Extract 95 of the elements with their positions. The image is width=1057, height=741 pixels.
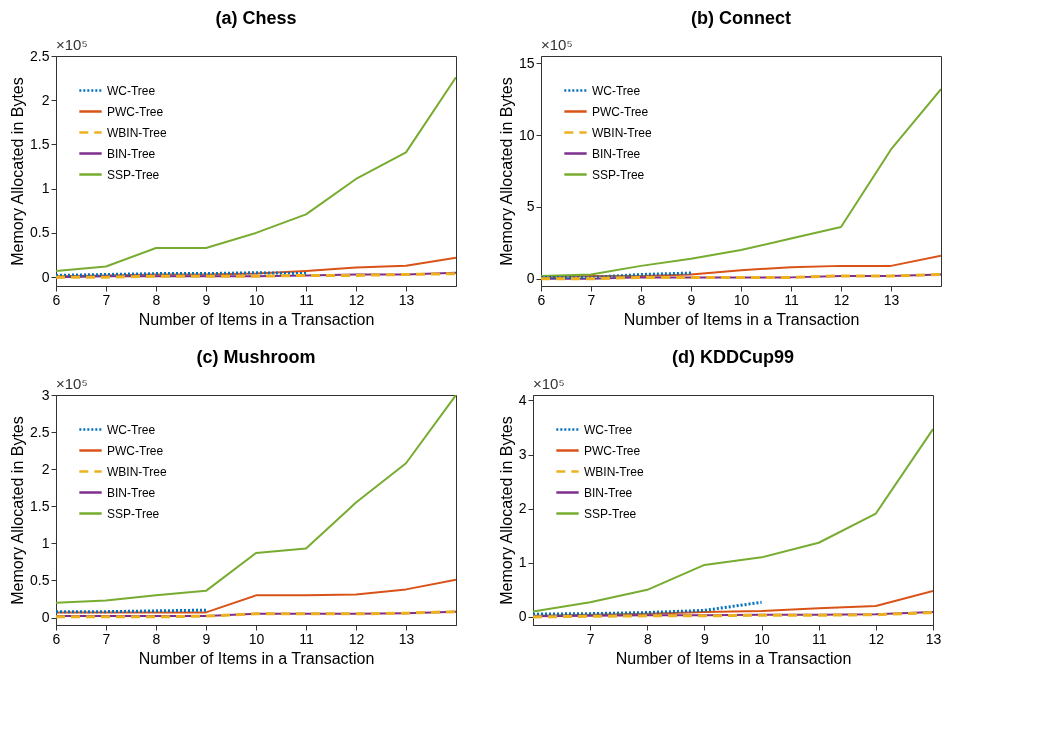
x-tick-label: 8 — [152, 291, 161, 308]
y-tick-label: 1 — [41, 534, 50, 551]
y-tick-label: 1 — [518, 554, 527, 571]
y-tick-label: 2.5 — [30, 47, 50, 64]
x-axis-title: Number of Items in a Transaction — [615, 649, 852, 667]
x-tick-label: 10 — [754, 630, 771, 647]
chart-title: (c) Mushroom — [196, 347, 316, 367]
y-tick-label: 1.5 — [30, 497, 50, 514]
y-tick-label: 1 — [41, 180, 50, 197]
y-tick-label: 15 — [518, 54, 535, 71]
text: ×10⁵ — [56, 36, 88, 53]
x-tick-label: 12 — [868, 630, 885, 647]
chart-title: (b) Connect — [691, 8, 791, 28]
text: ×10⁵ — [541, 36, 573, 53]
y-tick-label: 0.5 — [30, 571, 50, 588]
y-tick-label: 0 — [41, 609, 50, 626]
legend-label: WBIN-Tree — [584, 464, 644, 479]
y-tick-label: 2 — [41, 460, 50, 477]
x-tick-label: 9 — [202, 291, 211, 308]
y-axis-title: Memory Allocated in Bytes — [497, 416, 515, 605]
legend-label: BIN-Tree — [107, 146, 156, 161]
y-tick-label: 0 — [518, 608, 527, 625]
y-axis-title: Memory Allocated in Bytes — [9, 416, 27, 605]
legend-label: WBIN-Tree — [592, 125, 652, 140]
x-tick-label: 9 — [202, 630, 211, 647]
line-series — [56, 256, 456, 278]
y-tick-label: 0.5 — [30, 224, 50, 241]
legend-label: WC-Tree — [592, 83, 641, 98]
legend-label: BIN-Tree — [107, 485, 156, 500]
legend-label: PWC-Tree — [107, 104, 164, 119]
x-tick-label: 7 — [586, 630, 595, 647]
x-tick-label: 6 — [537, 291, 546, 308]
y-tick-label: 3 — [41, 386, 50, 403]
legend-label: WBIN-Tree — [107, 125, 167, 140]
y-tick-label: 2.5 — [30, 423, 50, 440]
x-tick-label: 10 — [248, 291, 265, 308]
y-tick-label: 5 — [526, 198, 535, 215]
y-tick-label: 10 — [518, 126, 535, 143]
x-axis-title: Number of Items in a Transaction — [623, 310, 860, 328]
x-tick-label: 7 — [587, 291, 596, 308]
x-tick-label: 13 — [883, 291, 900, 308]
x-tick-label: 11 — [811, 630, 827, 647]
line-series — [541, 88, 941, 277]
y-tick-label: 0 — [41, 268, 50, 285]
y-tick-label: 1.5 — [30, 135, 50, 152]
chart-title: (d) KDDCup99 — [672, 347, 794, 367]
x-tick-label: 8 — [637, 291, 646, 308]
y-axis-title: Memory Allocated in Bytes — [497, 77, 515, 266]
x-tick-label: 12 — [833, 291, 850, 308]
x-tick-label: 6 — [52, 291, 61, 308]
legend-label: PWC-Tree — [592, 104, 649, 119]
y-axis-title: Memory Allocated in Bytes — [9, 77, 27, 266]
line-series — [533, 600, 764, 616]
y-tick-label: 4 — [518, 391, 527, 408]
legend-label: BIN-Tree — [584, 485, 633, 500]
text: ×10⁵ — [56, 375, 88, 392]
x-tick-label: 7 — [102, 630, 111, 647]
legend-label: WC-Tree — [107, 422, 156, 437]
legend-label: SSP-Tree — [592, 167, 645, 182]
x-tick-label: 8 — [643, 630, 652, 647]
x-tick-label: 6 — [52, 630, 61, 647]
chart-title: (a) Chess — [215, 8, 297, 28]
legend-label: BIN-Tree — [592, 146, 641, 161]
y-tick-label: 2 — [518, 500, 527, 517]
y-tick-label: 0 — [526, 270, 535, 287]
y-tick-label: 3 — [518, 446, 527, 463]
y-tick-label: 2 — [41, 91, 50, 108]
x-tick-label: 12 — [348, 291, 365, 308]
line-series — [56, 76, 456, 272]
legend-label: WC-Tree — [107, 83, 156, 98]
x-axis-title: Number of Items in a Transaction — [138, 310, 375, 328]
x-axis-title: Number of Items in a Transaction — [138, 649, 375, 667]
legend-label: SSP-Tree — [584, 506, 637, 521]
x-tick-label: 11 — [299, 630, 314, 647]
x-tick-label: 13 — [398, 291, 415, 308]
x-tick-label: 10 — [248, 630, 265, 647]
legend-label: WC-Tree — [584, 422, 633, 437]
x-tick-label: 11 — [784, 291, 799, 308]
line-series — [56, 578, 456, 614]
legend-label: WBIN-Tree — [107, 464, 167, 479]
x-tick-label: 8 — [152, 630, 161, 647]
x-tick-label: 9 — [687, 291, 696, 308]
legend-label: PWC-Tree — [107, 443, 164, 458]
x-tick-label: 13 — [925, 630, 942, 647]
x-tick-label: 12 — [348, 630, 365, 647]
legend-label: PWC-Tree — [584, 443, 641, 458]
x-tick-label: 11 — [299, 291, 314, 308]
legend-label: SSP-Tree — [107, 167, 160, 182]
x-tick-label: 13 — [398, 630, 415, 647]
legend-label: SSP-Tree — [107, 506, 160, 521]
line-series — [56, 395, 456, 604]
x-tick-label: 9 — [701, 630, 710, 647]
x-tick-label: 10 — [733, 291, 750, 308]
x-tick-label: 7 — [102, 291, 111, 308]
text: ×10⁵ — [533, 375, 565, 392]
